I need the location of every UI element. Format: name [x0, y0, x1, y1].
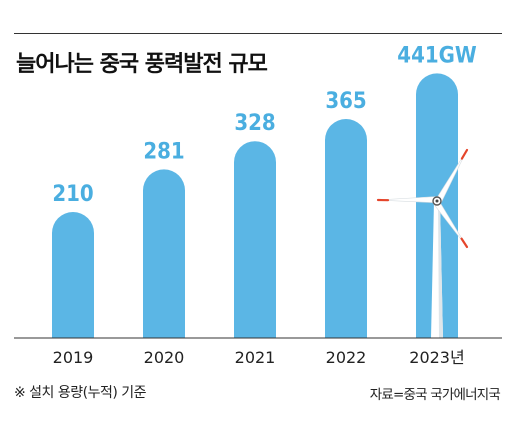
value-label: 365 — [325, 89, 366, 114]
value-label: 441GW — [397, 43, 477, 68]
category-label: 2019 — [53, 348, 94, 367]
turbine-hub-center — [435, 199, 439, 203]
category-label: 2022 — [326, 348, 367, 367]
turbine-blade-tip — [460, 148, 469, 160]
chart-title: 늘어나는 중국 풍력발전 규모 — [16, 52, 268, 77]
turbine-tower-shade — [438, 201, 443, 338]
value-label: 210 — [52, 182, 93, 207]
bar-2022 — [325, 119, 367, 338]
category-label: 2023년 — [409, 348, 464, 367]
labels-group: 210 2019 281 2020 328 2021 365 2022 441GW 2023년 — [52, 43, 477, 367]
top-rule — [14, 33, 502, 34]
value-label: 281 — [143, 139, 184, 164]
bar-2019 — [52, 212, 94, 338]
category-label: 2020 — [144, 348, 185, 367]
value-label: 328 — [234, 111, 275, 136]
footnote: ※ 설치 용량(누적) 기준 — [14, 385, 147, 401]
source-credit: 자료=중국 국가에너지국 — [369, 387, 501, 403]
turbine-blade-tip — [460, 237, 469, 249]
wind-turbine-illustration — [376, 148, 469, 338]
category-label: 2021 — [235, 348, 276, 367]
bar-2021 — [234, 141, 276, 338]
bar-2020 — [143, 169, 185, 338]
